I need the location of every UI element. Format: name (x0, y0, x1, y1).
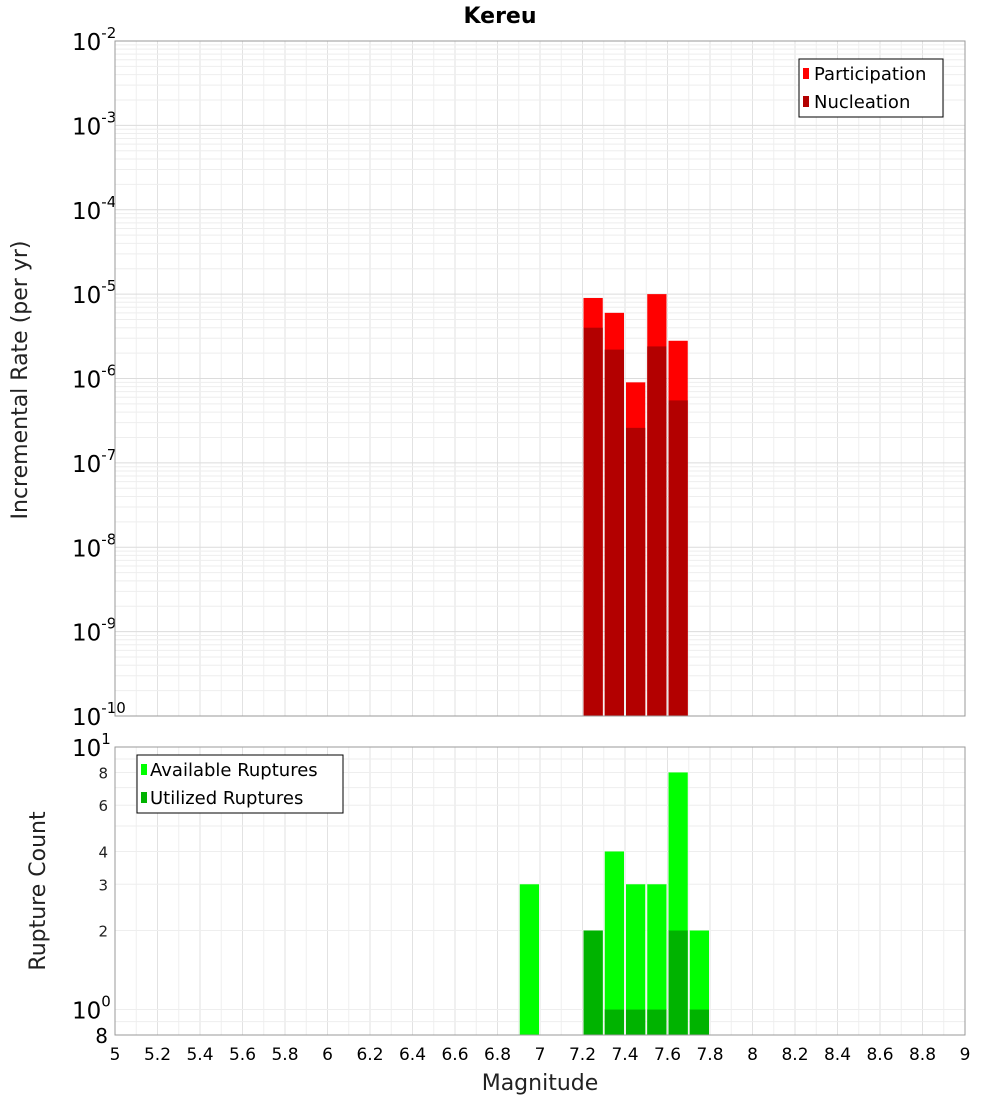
bar-available-ruptures (604, 851, 624, 1035)
y-tick-label: 10-6 (72, 362, 116, 394)
legend-swatch-utilized-ruptures (141, 792, 147, 803)
bar-available-ruptures (689, 930, 709, 1035)
y-tick-label: 10-2 (72, 24, 116, 56)
bar-available-ruptures (647, 884, 667, 1035)
chart-title: Kereu (463, 4, 536, 29)
top-plot-frame (114, 40, 966, 717)
top-plot-grid (114, 41, 966, 717)
y-tick-label: 10-9 (72, 615, 116, 647)
x-tick-label: 6.2 (356, 1045, 383, 1065)
legend-label-nucleation: Nucleation (814, 92, 910, 113)
bottom-plot-frame (114, 746, 966, 1036)
x-tick-label: 6 (322, 1045, 333, 1065)
x-tick-label: 6.4 (399, 1045, 426, 1065)
x-tick-label: 6.6 (441, 1045, 468, 1065)
x-tick-label: 9 (960, 1045, 971, 1065)
x-tick-label: 7.8 (696, 1045, 723, 1065)
y-tick-label: 8 (98, 764, 108, 782)
bar-nucleation (583, 327, 603, 716)
bar-utilized-ruptures (668, 930, 688, 1035)
y-tick-label: 10-5 (72, 277, 116, 309)
y-tick-label: 2 (98, 923, 108, 941)
y-tick-label: 10-4 (72, 193, 116, 225)
legend-swatch-nucleation (803, 96, 809, 107)
legend-swatch-available-ruptures (141, 764, 147, 775)
x-tick-label: 5.2 (144, 1045, 171, 1065)
legend-label-utilized-ruptures: Utilized Ruptures (150, 788, 303, 809)
bottom-y-axis-title: Rupture Count (26, 811, 51, 971)
x-tick-label: 7.6 (654, 1045, 681, 1065)
bottom-legend-box (136, 754, 344, 814)
y-tick-label: 100 (72, 993, 111, 1025)
bottom-legend: Available Ruptures Utilized Ruptures (136, 754, 344, 814)
bar-nucleation (626, 427, 646, 716)
x-tick-label: 6.8 (484, 1045, 511, 1065)
y-tick-label: 8 (95, 1024, 108, 1048)
top-plot-bars (583, 294, 688, 716)
legend-swatch-participation (803, 68, 809, 79)
x-tick-label: 5.6 (229, 1045, 256, 1065)
x-tick-label: 5 (110, 1045, 121, 1065)
bar-utilized-ruptures (626, 1009, 646, 1035)
bar-utilized-ruptures (583, 930, 603, 1035)
y-tick-label: 6 (98, 797, 108, 815)
x-tick-label: 8 (747, 1045, 758, 1065)
y-tick-label: 10-8 (72, 530, 116, 562)
bar-nucleation (668, 400, 688, 716)
bar-available-ruptures (519, 884, 539, 1035)
bar-utilized-ruptures (647, 1009, 667, 1035)
x-tick-label: 8.4 (824, 1045, 851, 1065)
y-tick-label: 10-10 (72, 699, 126, 731)
bar-utilized-ruptures (689, 1009, 709, 1035)
x-tick-label: 5.8 (271, 1045, 298, 1065)
x-tick-label: 8.8 (909, 1045, 936, 1065)
top-y-axis-ticks: 10-10 10-9 10-8 10-7 10-6 10-5 10-4 10-3 10-2 (72, 24, 126, 731)
bottom-plot-bars (519, 772, 709, 1035)
bar-available-ruptures (626, 884, 646, 1035)
bar-nucleation (604, 349, 624, 716)
bar-utilized-ruptures (604, 1009, 624, 1035)
x-tick-label: 5.4 (186, 1045, 213, 1065)
y-tick-label: 3 (98, 876, 108, 894)
x-tick-label: 7.2 (569, 1045, 596, 1065)
bar-nucleation (647, 346, 667, 716)
top-legend: Participation Nucleation (798, 58, 944, 118)
x-axis-ticks: 5 5.2 5.4 5.6 5.8 6 6.2 6.4 6.6 6.8 7 7.2 7.4 7.6 7.8 8… (110, 1045, 971, 1065)
y-tick-label: 10-7 (72, 446, 116, 478)
y-tick-label: 10-3 (72, 108, 116, 140)
legend-label-available-ruptures: Available Ruptures (150, 760, 318, 781)
bottom-y-axis-ticks: 100 101 8 2 3 4 6 8 (72, 730, 111, 1048)
y-tick-label: 4 (98, 843, 108, 861)
x-tick-label: 8.2 (781, 1045, 808, 1065)
x-tick-label: 8.6 (866, 1045, 893, 1065)
x-tick-label: 7.4 (611, 1045, 638, 1065)
y-tick-label: 101 (72, 730, 111, 762)
x-tick-label: 7 (535, 1045, 546, 1065)
top-legend-box (798, 58, 944, 118)
top-y-axis-title: Incremental Rate (per yr) (8, 241, 33, 520)
x-axis-title: Magnitude (482, 1071, 599, 1096)
legend-label-participation: Participation (814, 64, 926, 85)
